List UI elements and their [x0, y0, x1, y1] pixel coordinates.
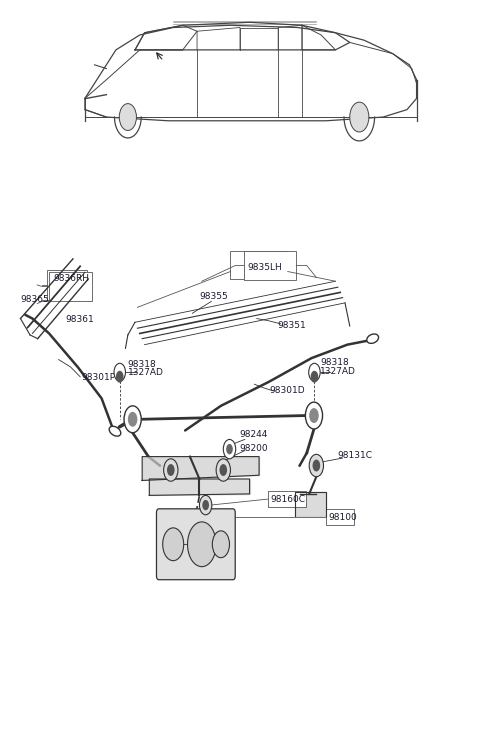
Circle shape	[350, 102, 369, 132]
Text: 98131C: 98131C	[338, 452, 373, 461]
Text: 9836RH: 9836RH	[53, 274, 89, 283]
Circle shape	[124, 406, 141, 433]
Text: 98301D: 98301D	[270, 386, 305, 395]
Circle shape	[223, 440, 236, 459]
Text: 1327AD: 1327AD	[320, 367, 356, 376]
Circle shape	[305, 402, 323, 429]
Text: 98355: 98355	[199, 292, 228, 301]
Circle shape	[309, 363, 320, 381]
Text: 9835LH: 9835LH	[248, 262, 282, 272]
Text: 1327AD: 1327AD	[128, 369, 164, 377]
Polygon shape	[295, 492, 326, 516]
FancyBboxPatch shape	[156, 509, 235, 580]
Bar	[230, 251, 288, 279]
Text: 98351: 98351	[277, 321, 306, 330]
Circle shape	[202, 500, 209, 510]
Bar	[47, 270, 87, 300]
Ellipse shape	[367, 334, 379, 343]
Text: 98100: 98100	[328, 512, 357, 521]
Bar	[326, 509, 354, 525]
Circle shape	[116, 371, 123, 383]
Text: 98160C: 98160C	[270, 495, 305, 504]
Circle shape	[188, 522, 216, 567]
Circle shape	[312, 460, 320, 472]
Circle shape	[226, 444, 233, 455]
Text: 98361: 98361	[66, 315, 95, 324]
Circle shape	[309, 455, 324, 476]
Circle shape	[119, 103, 136, 130]
Circle shape	[164, 459, 178, 481]
Circle shape	[163, 528, 184, 561]
Circle shape	[216, 459, 230, 481]
Bar	[268, 491, 306, 507]
Circle shape	[212, 531, 229, 558]
Text: 98301P: 98301P	[82, 373, 116, 382]
Text: 98365: 98365	[21, 294, 49, 303]
Circle shape	[199, 495, 212, 515]
Text: 98318: 98318	[320, 358, 349, 367]
Polygon shape	[142, 457, 259, 480]
Circle shape	[167, 464, 175, 476]
Text: 98318: 98318	[128, 360, 156, 369]
Circle shape	[311, 371, 318, 383]
Text: 98244: 98244	[239, 431, 267, 440]
Polygon shape	[149, 479, 250, 495]
Circle shape	[128, 412, 137, 427]
Text: 98200: 98200	[239, 444, 268, 453]
Bar	[244, 252, 296, 279]
Bar	[49, 272, 92, 301]
Circle shape	[219, 464, 227, 476]
Circle shape	[114, 363, 125, 381]
Circle shape	[309, 408, 319, 423]
Ellipse shape	[109, 426, 121, 436]
